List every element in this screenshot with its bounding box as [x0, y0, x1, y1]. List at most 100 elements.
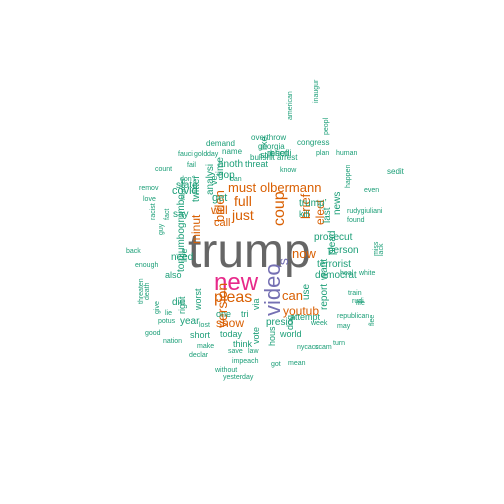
- word-cloud-word: name: [222, 147, 243, 156]
- word-cloud-word: show: [216, 316, 245, 330]
- word-cloud-word: impeach: [232, 358, 259, 365]
- word-cloud-word: attempt: [290, 312, 321, 322]
- word-cloud-word: declar: [189, 352, 209, 359]
- word-cloud-word: year: [180, 316, 200, 327]
- word-cloud-word: without: [215, 367, 238, 374]
- word-cloud-word: covid: [172, 185, 198, 197]
- word-cloud-word: plan: [316, 150, 330, 157]
- word-cloud-word: vote: [251, 326, 261, 344]
- word-cloud-word: state: [176, 180, 198, 191]
- word-cloud-word: now: [292, 246, 316, 261]
- word-cloud-word: still: [260, 150, 273, 160]
- word-cloud-word: racist: [150, 203, 157, 220]
- word-cloud-word: remov: [139, 185, 159, 192]
- word-cloud-word: got: [271, 361, 281, 368]
- word-cloud-word: must: [228, 180, 257, 195]
- word-cloud-word: want: [319, 258, 330, 280]
- word-cloud-word: death: [144, 282, 151, 300]
- word-cloud-word: human: [336, 150, 358, 157]
- word-cloud-word: sedit: [387, 167, 404, 176]
- word-cloud-word: lack: [378, 243, 385, 256]
- word-cloud-word: also: [165, 270, 182, 280]
- word-cloud-word: happen: [345, 164, 352, 188]
- word-cloud-word: hous: [267, 326, 277, 346]
- word-cloud-word: back: [126, 248, 141, 255]
- word-cloud-word: die: [172, 297, 186, 308]
- word-cloud-word: one: [216, 309, 232, 319]
- word-cloud-word: minut: [189, 214, 203, 244]
- word-cloud-word: say: [173, 209, 189, 220]
- word-cloud-word: presid: [266, 317, 294, 328]
- word-cloud-word: good: [145, 330, 161, 337]
- word-cloud-word: american: [287, 91, 294, 120]
- word-cloud-word: enough: [135, 262, 159, 269]
- word-cloud-word: love: [143, 196, 156, 203]
- word-cloud-word: nycacc: [297, 344, 319, 351]
- word-cloud-word: peopl: [323, 117, 330, 135]
- word-cloud-word: pleas: [214, 289, 253, 306]
- word-cloud-word: full: [234, 193, 252, 209]
- word-cloud-word: think: [233, 339, 253, 349]
- word-cloud-word: mean: [288, 360, 306, 367]
- word-cloud-word: via: [251, 298, 261, 310]
- word-cloud-word: count: [155, 166, 173, 173]
- word-cloud-word: train: [348, 290, 362, 297]
- word-cloud-word: olbermann: [260, 180, 322, 195]
- word-cloud-word: youtub: [283, 304, 320, 318]
- word-cloud-word: just: [232, 207, 254, 223]
- word-cloud-word: yesterday: [223, 374, 254, 381]
- word-cloud-word: video: [260, 263, 285, 316]
- word-cloud-word: congress: [297, 138, 330, 147]
- word-cloud-word: ’s: [275, 258, 291, 268]
- word-cloud-word: threat: [245, 159, 269, 169]
- word-cloud-word: prosecut: [314, 232, 353, 243]
- word-cloud-word: nation: [163, 338, 183, 345]
- word-cloud-word: inaugur: [313, 79, 320, 103]
- word-cloud-word: right: [177, 296, 187, 314]
- word-cloud-word: even: [364, 187, 380, 194]
- word-cloud-word: tri: [241, 309, 249, 319]
- word-cloud-word: terrorist: [317, 259, 351, 270]
- word-cloud-word: short: [190, 330, 211, 340]
- word-cloud-word: georgia: [258, 142, 285, 151]
- word-cloud-word: get: [212, 192, 228, 204]
- word-cloud-word: trump’: [299, 198, 327, 209]
- word-cloud-word: bullshit: [250, 153, 275, 162]
- word-cloud-word: briefli: [270, 148, 292, 158]
- word-cloud-word: plead: [327, 230, 338, 255]
- word-cloud-word: fauci: [178, 151, 193, 158]
- word-cloud-word: last: [322, 207, 333, 223]
- word-cloud-word: rudygiuliani: [347, 208, 383, 215]
- word-cloud-word: give: [154, 301, 161, 314]
- word-cloud-word: kill: [299, 209, 310, 219]
- word-cloud-word: gold: [194, 151, 208, 158]
- word-cloud-word: found: [347, 217, 365, 224]
- word-cloud-word: new: [214, 269, 259, 296]
- word-cloud-word: guy: [158, 223, 165, 235]
- word-cloud-word: live: [179, 248, 189, 262]
- word-cloud-word: potus: [158, 318, 176, 325]
- word-cloud-word: person: [328, 245, 359, 256]
- word-cloud-word: fact: [164, 208, 171, 220]
- word-cloud-word: save: [228, 348, 243, 355]
- word-cloud-word: overthrow: [251, 133, 287, 142]
- word-cloud-word: trump: [188, 225, 311, 278]
- word-cloud-word: call: [214, 217, 231, 229]
- word-cloud-word: day: [207, 151, 219, 158]
- word-cloud-word: will: [211, 203, 228, 217]
- word-cloud-word: anoth: [218, 159, 244, 170]
- word-cloud-word: threaten: [138, 278, 145, 304]
- word-cloud-word: world: [280, 329, 302, 339]
- word-cloud-word: week: [311, 320, 328, 327]
- word-cloud-word: may: [337, 323, 351, 330]
- word-cloud-word: law: [248, 348, 259, 355]
- word-cloud-word: need: [171, 252, 194, 263]
- word-cloud-word: rescu: [267, 148, 290, 158]
- word-cloud-word: news: [332, 191, 343, 215]
- word-cloud-word: use: [301, 283, 312, 300]
- word-cloud-word: murder: [180, 177, 187, 200]
- word-cloud-word: rudi: [352, 298, 364, 305]
- word-cloud-word: worst: [193, 288, 203, 310]
- word-cloud-word: can: [282, 288, 303, 303]
